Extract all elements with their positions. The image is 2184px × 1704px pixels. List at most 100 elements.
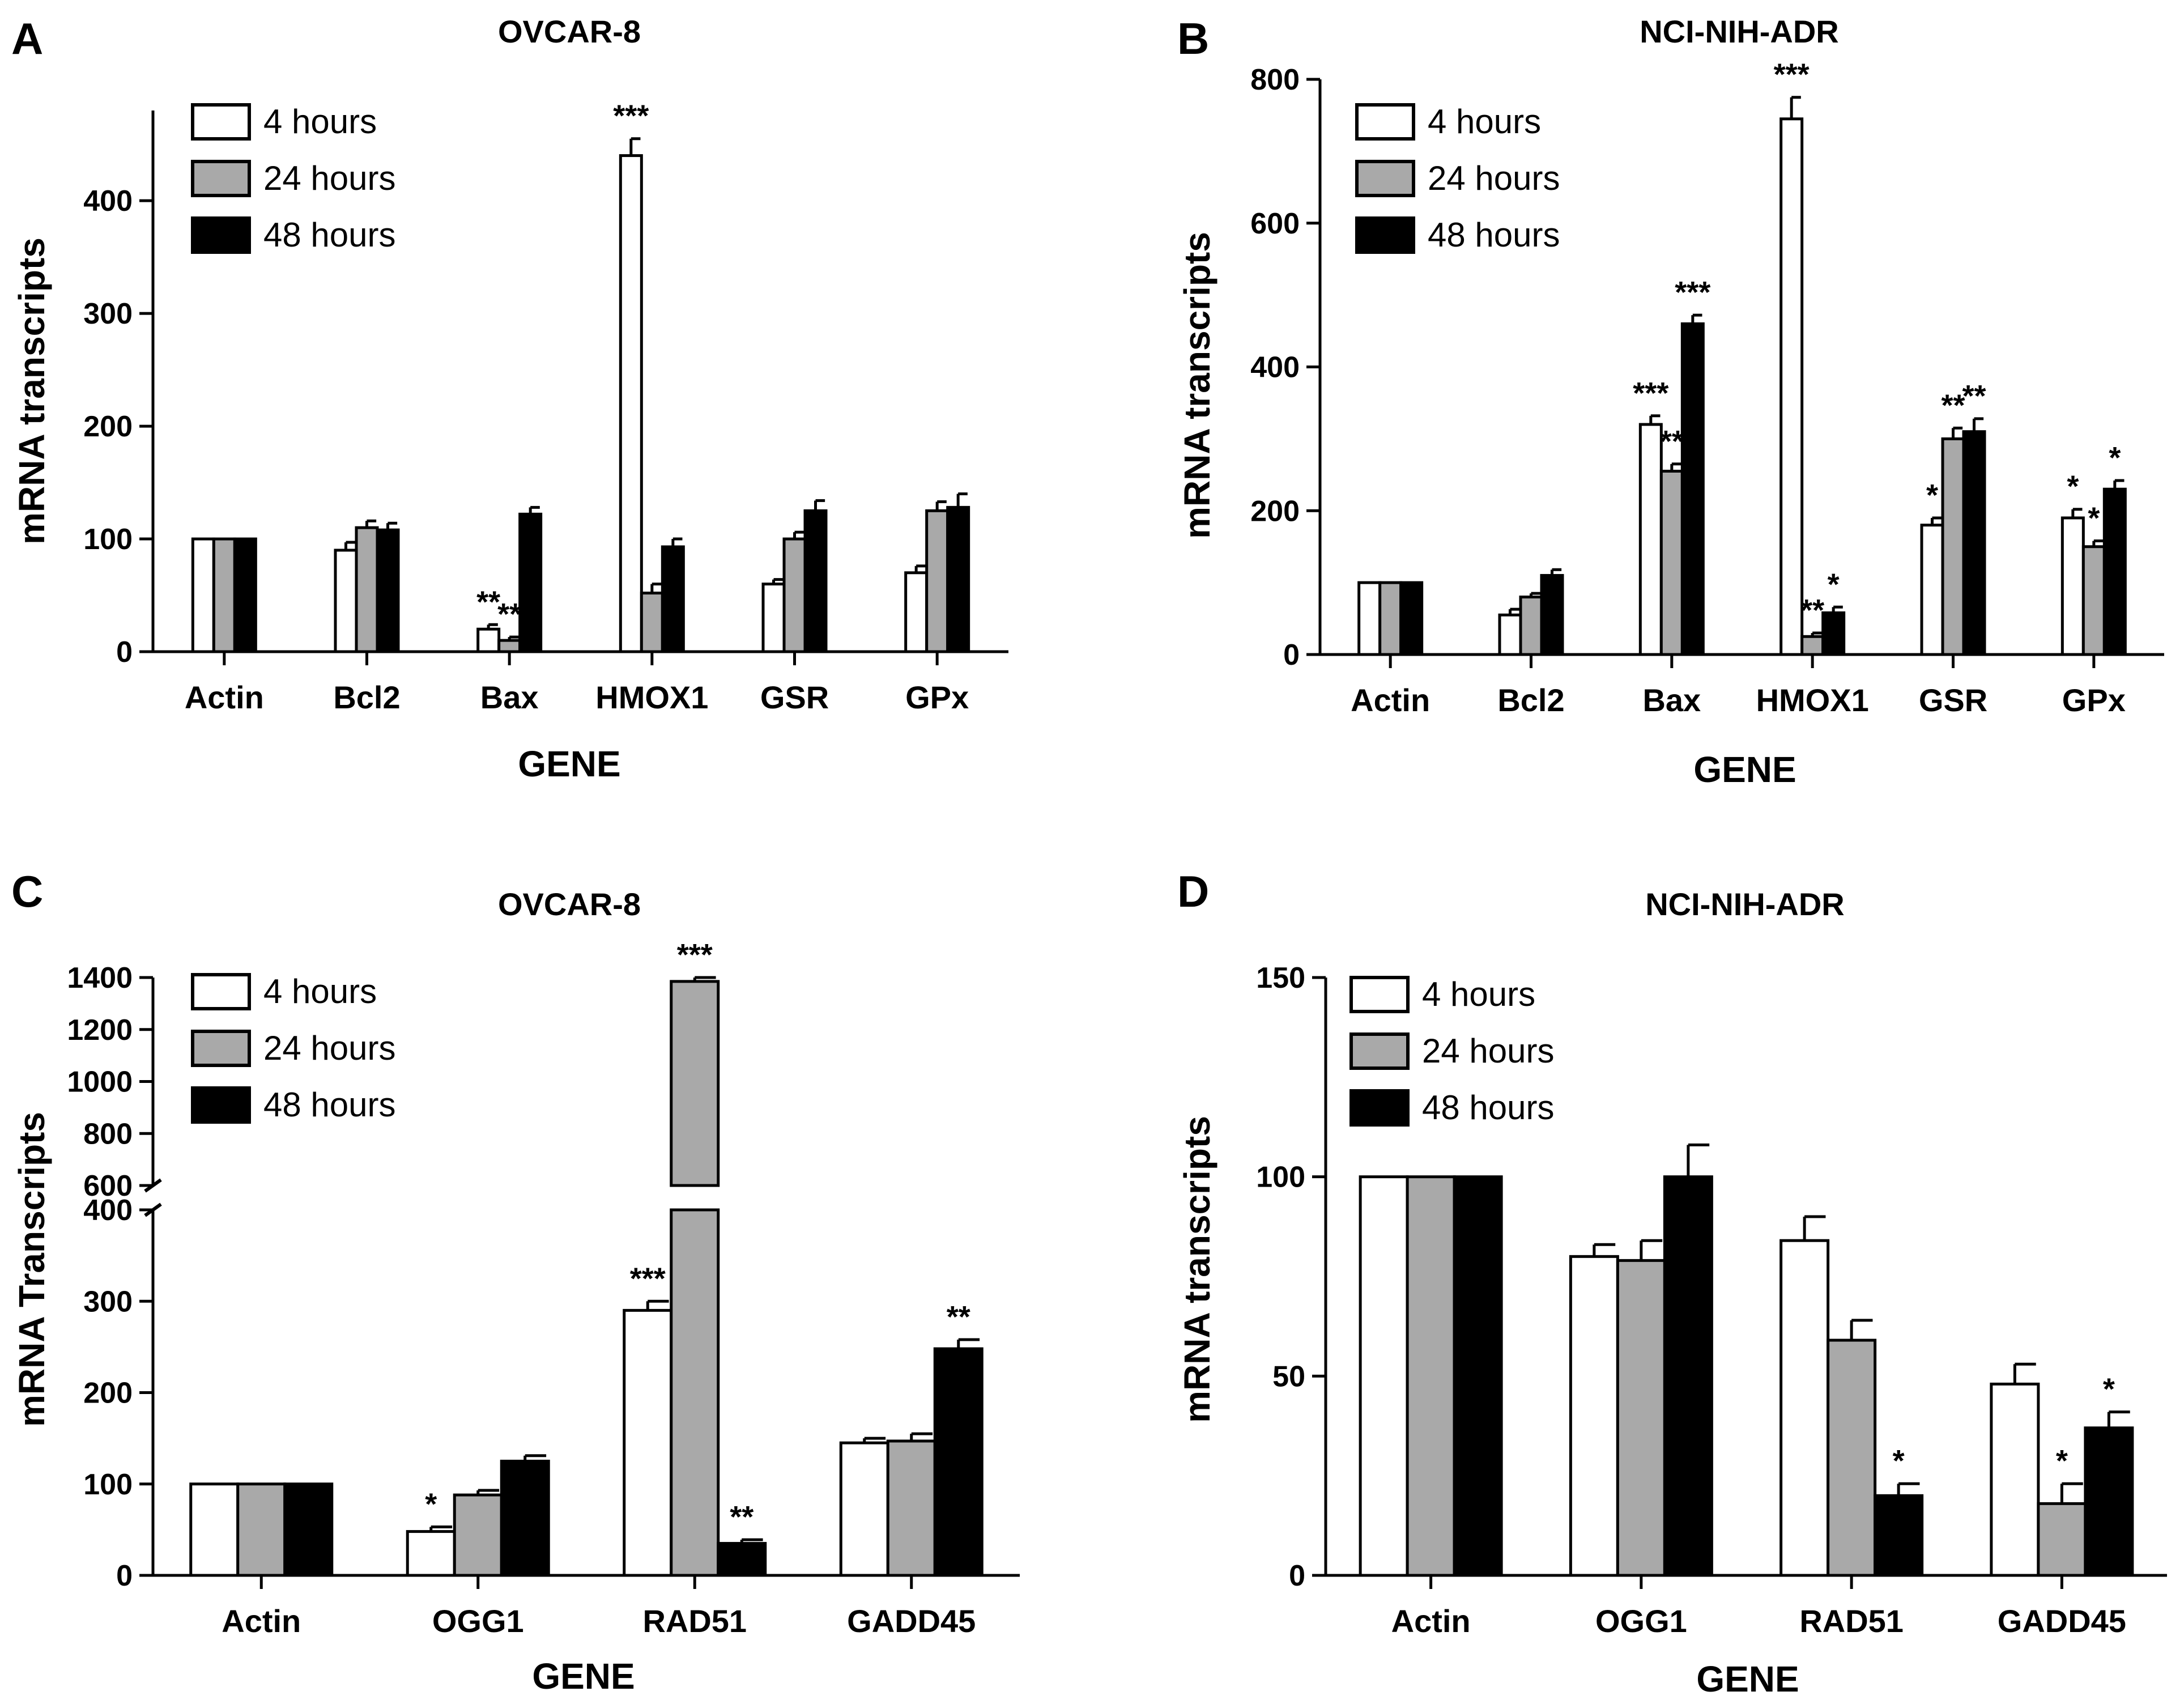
legend-swatch <box>191 1030 251 1067</box>
bar <box>500 1459 550 1577</box>
legend-label: 4 hours <box>263 972 377 1010</box>
bar <box>283 1482 334 1577</box>
y-tick-label: 0 <box>1283 639 1300 672</box>
bar <box>1874 1494 1924 1577</box>
legend-label: 24 hours <box>263 159 396 197</box>
significance-marker: ** <box>1800 593 1824 627</box>
panel-letter: B <box>1177 14 1209 63</box>
bar <box>1359 1175 1409 1577</box>
significance-marker: ** <box>730 1500 753 1534</box>
y-tick-label: 100 <box>1256 1161 1305 1194</box>
x-tick-label: RAD51 <box>642 1603 747 1639</box>
legend-label: 4 hours <box>1428 103 1541 141</box>
x-tick-label: RAD51 <box>1799 1603 1904 1639</box>
significance-marker: * <box>2067 470 2079 504</box>
bar <box>2060 516 2085 656</box>
x-tick-label: OGG1 <box>1595 1603 1687 1639</box>
chart-title: NCI-NIH-ADR <box>1640 14 1839 49</box>
chart-title: NCI-NIH-ADR <box>1645 886 1845 922</box>
legend-label: 4 hours <box>263 103 377 141</box>
x-tick-label: GSR <box>1919 682 1987 718</box>
y-tick-label: 100 <box>83 1468 133 1501</box>
bar <box>640 592 664 653</box>
y-tick-label: 600 <box>83 1170 133 1202</box>
bar <box>946 505 970 653</box>
x-tick-label: Actin <box>185 679 264 715</box>
bar <box>191 537 215 653</box>
y-tick-label: 600 <box>1250 207 1300 240</box>
significance-marker: * <box>2109 441 2121 475</box>
significance-marker: * <box>1828 567 1840 601</box>
y-tick-label: 1200 <box>67 1014 133 1047</box>
x-tick-label: GPx <box>2062 682 2126 718</box>
y-axis-title: mRNA transcripts <box>1177 1116 1217 1423</box>
x-tick-label: Bcl2 <box>1497 682 1564 718</box>
y-axis-title: mRNA transcripts <box>11 237 52 545</box>
bar <box>761 583 786 653</box>
panel-b: B NCI-NIH-ADR GENE mRNA transcripts 0 200… <box>1177 14 2164 790</box>
y-tick-label: 150 <box>1256 962 1305 995</box>
bar <box>1498 613 1522 656</box>
significance-marker: *** <box>677 938 713 972</box>
legend-swatch <box>1355 103 1415 141</box>
y-tick-label: 0 <box>116 1559 133 1592</box>
panel-c: C OVCAR-8 GENE mRNA Transcripts 0 100 200 3… <box>11 866 1020 1697</box>
significance-marker: ** <box>476 585 500 619</box>
legend-swatch <box>1349 976 1410 1013</box>
legend-label: 4 hours <box>1422 975 1535 1013</box>
bar <box>1779 117 1804 656</box>
x-tick-label: GADD45 <box>847 1603 976 1639</box>
significance-marker: * <box>2088 502 2100 536</box>
significance-marker: * <box>1926 478 1938 512</box>
significance-marker: *** <box>630 1261 666 1295</box>
legend-swatch <box>1349 1032 1410 1070</box>
bar <box>670 1208 720 1577</box>
y-tick-label: 200 <box>1250 495 1300 528</box>
y-tick-label: 400 <box>1250 351 1300 384</box>
significance-marker: ** <box>947 1300 970 1334</box>
y-tick-label: 200 <box>83 410 133 443</box>
bar <box>1569 1255 1619 1577</box>
bar <box>518 512 543 653</box>
bar <box>1779 1239 1830 1577</box>
bar <box>406 1530 456 1577</box>
y-tick-label: 800 <box>1250 63 1300 96</box>
legend-swatch <box>191 160 251 197</box>
bar <box>1399 581 1424 656</box>
legend-swatch <box>191 973 251 1010</box>
x-tick-label: Actin <box>1391 1603 1471 1639</box>
bar <box>376 528 400 653</box>
significance-marker: *** <box>1633 376 1668 410</box>
bar <box>670 980 720 1187</box>
bar <box>661 545 685 653</box>
x-tick-label: HMOX1 <box>1756 682 1869 718</box>
legend-swatch <box>191 216 251 254</box>
bar <box>1941 437 1965 656</box>
bar <box>1378 581 1403 656</box>
y-tick-label: 0 <box>116 636 133 669</box>
x-axis-title: GENE <box>518 743 620 784</box>
bar <box>2102 487 2127 656</box>
bar <box>236 1482 287 1577</box>
chart-title: OVCAR-8 <box>498 886 641 922</box>
legend-label: 48 hours <box>1428 216 1560 254</box>
bar <box>619 154 643 653</box>
significance-marker: ** <box>1962 379 1986 413</box>
y-axis-title: mRNA Transcripts <box>11 1112 52 1427</box>
significance-marker: ** <box>497 597 521 631</box>
bar <box>1519 596 1543 656</box>
y-axis-title: mRNA transcripts <box>1177 232 1217 539</box>
bar <box>904 571 929 653</box>
bar <box>1821 611 1846 656</box>
significance-marker: *** <box>1675 275 1710 309</box>
y-tick-label: 0 <box>1289 1559 1305 1592</box>
y-tick-label: 100 <box>83 523 133 556</box>
bar <box>1680 322 1705 656</box>
legend-label: 48 hours <box>1422 1089 1555 1127</box>
bar <box>623 1308 673 1577</box>
panel-d: D NCI-NIH-ADR GENE mRNA transcripts 0 50 1… <box>1177 866 2167 1699</box>
bar <box>212 537 236 653</box>
bar <box>1357 581 1382 656</box>
bar <box>476 627 501 653</box>
legend-swatch <box>1349 1089 1410 1127</box>
